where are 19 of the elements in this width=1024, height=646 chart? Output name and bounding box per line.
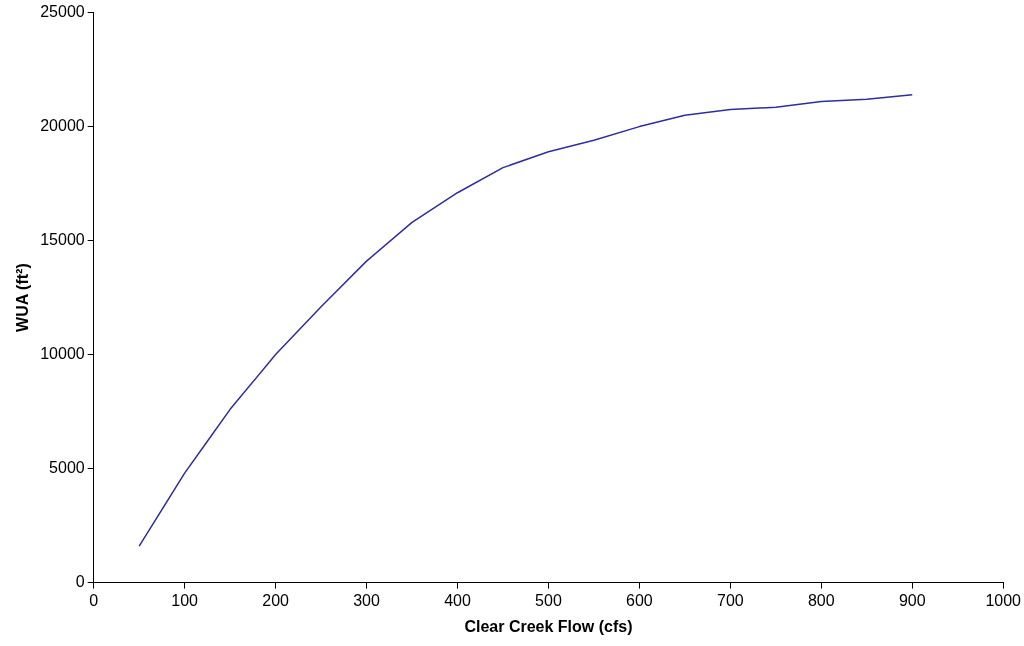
y-tick-label: 15000 [40, 231, 85, 249]
x-axis-title: Clear Creek Flow (cfs) [464, 617, 633, 635]
x-tick-label: 800 [807, 591, 835, 609]
x-tick-label: 0 [89, 591, 99, 609]
y-tick-label: 10000 [40, 345, 85, 363]
y-tick-label: 20000 [40, 117, 85, 135]
x-tick-label: 400 [444, 591, 471, 609]
x-tick-label: 100 [171, 591, 199, 609]
y-tick-label: 5000 [49, 459, 85, 477]
x-tick-label: 1000 [985, 591, 1022, 609]
x-tick-label: 500 [535, 591, 562, 609]
x-tick-label: 600 [626, 591, 653, 609]
x-tick-label: 200 [262, 591, 290, 609]
x-tick-label: 900 [898, 591, 926, 609]
y-axis-title: WUA (ft²) [14, 263, 32, 332]
x-tick-label: 700 [717, 591, 744, 609]
x-tick-label: 300 [353, 591, 380, 609]
y-tick-label: 0 [75, 573, 85, 591]
y-tick-label: 25000 [40, 3, 85, 21]
